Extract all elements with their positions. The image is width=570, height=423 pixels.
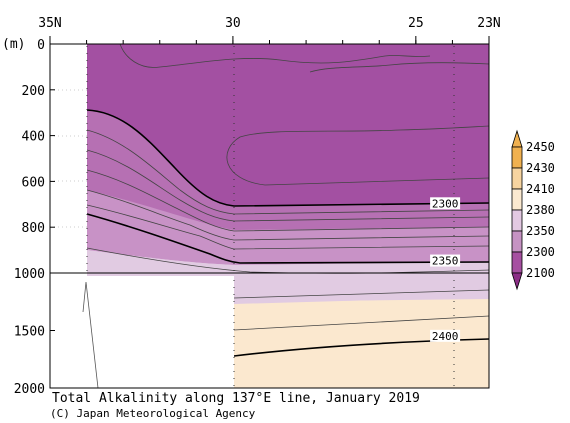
contour-label-bg: [430, 197, 461, 210]
y-tick-label: 0: [37, 38, 45, 53]
contour-label: 2400: [432, 330, 459, 343]
colorbar-swatch: [511, 251, 523, 274]
y-tick-label: 200: [22, 84, 45, 99]
chart-title: Total Alkalinity along 137°E line, Janua…: [52, 391, 420, 406]
contour-line: [233, 315, 490, 331]
x-tick-label: 30: [225, 16, 241, 31]
contour-line: [86, 149, 490, 222]
y-tick-label: 400: [22, 130, 45, 145]
colorbar-top-arrow: [511, 129, 523, 148]
contour-label: 2350: [432, 255, 459, 268]
colorbar-label: 2430: [526, 161, 555, 175]
contour-line: [86, 247, 490, 274]
colorbar-swatch: [511, 146, 523, 169]
colorbar-label: 2300: [526, 245, 555, 259]
band-2380-2410: [234, 295, 489, 388]
x-axis: 35N 30 25 23N: [38, 16, 501, 44]
contour-line: [309, 62, 490, 73]
colorbar-label: 2100: [526, 266, 555, 280]
contour-label-bg: [430, 254, 461, 267]
y-axis: 0 200 400 600 800 1000 1500 2000: [14, 38, 55, 397]
station-dots: [86, 46, 455, 386]
colorbar-bottom-arrow: [511, 272, 523, 291]
colorbar-label: 2380: [526, 203, 555, 217]
no-data-shallow: [50, 44, 87, 273]
no-data-deep: [50, 276, 234, 388]
contour-label-bg: [430, 329, 461, 342]
credit-text: (C) Japan Meteorological Agency: [50, 407, 256, 420]
band-2100-2300: [87, 44, 489, 206]
y-tick-label: 2000: [14, 382, 45, 397]
y-tick-label: 1500: [14, 325, 45, 340]
plot-area: [49, 43, 490, 389]
y-tick-label: 1000: [14, 267, 45, 282]
contour-labels: 2300 2350 2400: [430, 197, 461, 343]
x-tick-label: 35N: [38, 16, 61, 31]
contour-line: [119, 43, 431, 68]
deep-region-2350: [234, 274, 489, 302]
y-tick-label: 800: [22, 221, 45, 236]
colorbar-label: 2450: [526, 140, 555, 154]
colorbar-swatch: [511, 167, 523, 190]
colorbar-swatch: [511, 230, 523, 253]
contour-2350-line: [86, 213, 490, 264]
contour-2300-line: [86, 109, 490, 207]
x-tick-label: 23N: [477, 16, 500, 31]
contour-line: [86, 129, 490, 215]
y-axis-unit: (m): [2, 37, 25, 52]
contour-line: [86, 169, 490, 232]
contour-line: [233, 289, 490, 299]
contour-line: [86, 204, 490, 250]
colorbar-label: 2410: [526, 182, 555, 196]
y-tick-label: 600: [22, 175, 45, 190]
colorbar-swatch: [511, 188, 523, 211]
colorbar-label: 2350: [526, 224, 555, 238]
x-tick-label: 25: [408, 16, 424, 31]
colorbar-swatch: [511, 209, 523, 232]
colorbar: 2100 2300 2350 2380 2410 2430 2450: [511, 129, 555, 291]
contour-label: 2300: [432, 197, 459, 210]
band-2300-2320: [87, 108, 489, 230]
bottom-topography-line: [82, 281, 99, 389]
contour-line: [226, 125, 490, 186]
contour-line: [86, 189, 490, 241]
